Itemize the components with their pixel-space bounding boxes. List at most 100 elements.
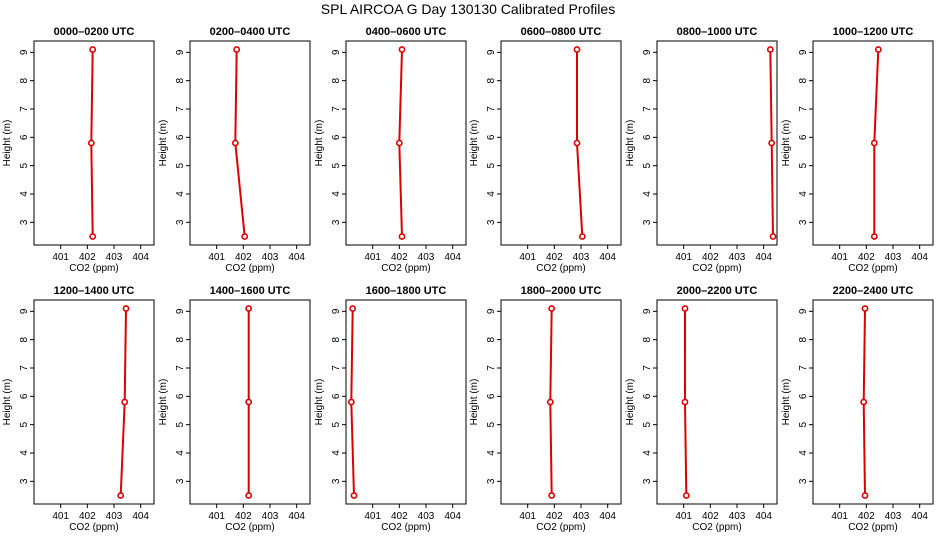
x-tick-label: 401 bbox=[52, 252, 69, 263]
profile-point bbox=[398, 46, 406, 53]
y-tick-label: 8 bbox=[798, 336, 809, 342]
x-axis-label: CO2 (ppm) bbox=[848, 263, 897, 274]
y-tick-label: 8 bbox=[642, 336, 653, 342]
x-tick-label: 404 bbox=[444, 252, 461, 263]
x-axis-label: CO2 (ppm) bbox=[381, 522, 430, 533]
y-tick-label: 5 bbox=[798, 162, 809, 168]
y-tick-label: 5 bbox=[486, 162, 497, 168]
profile-panel: 1400–1600 UTC 401 402 403 404 3 4 5 6 7 8 9 CO2 (ppm… bbox=[158, 285, 311, 533]
profile-point bbox=[245, 492, 253, 499]
profile-panel: 1800–2000 UTC 401 402 403 404 3 4 5 6 7 8 9 CO2 (ppm… bbox=[469, 285, 622, 533]
profile-point bbox=[861, 492, 869, 499]
y-tick-label: 4 bbox=[642, 450, 653, 456]
y-tick-label: 7 bbox=[642, 106, 653, 112]
y-tick-label: 6 bbox=[175, 134, 186, 140]
y-tick-label: 3 bbox=[798, 478, 809, 484]
y-tick-label: 9 bbox=[331, 49, 342, 55]
x-tick-label: 402 bbox=[702, 511, 719, 522]
profile-point bbox=[546, 398, 554, 406]
y-tick-label: 9 bbox=[486, 49, 497, 55]
x-axis-label: CO2 (ppm) bbox=[69, 522, 118, 533]
plot-frame bbox=[345, 299, 467, 505]
y-axis-label: Height (m) bbox=[781, 120, 792, 167]
y-tick-label: 3 bbox=[642, 219, 653, 225]
y-tick-label: 9 bbox=[642, 308, 653, 314]
x-tick-label: 402 bbox=[546, 511, 563, 522]
y-tick-label: 8 bbox=[331, 336, 342, 342]
y-tick-label: 6 bbox=[642, 134, 653, 140]
profile-point bbox=[347, 398, 355, 406]
profile-point bbox=[768, 139, 776, 147]
y-tick-label: 3 bbox=[798, 219, 809, 225]
y-tick-label: 5 bbox=[331, 421, 342, 427]
y-tick-label: 5 bbox=[175, 162, 186, 168]
profile-point bbox=[573, 139, 581, 147]
y-axis-label: Height (m) bbox=[781, 379, 792, 426]
plot-frame bbox=[345, 40, 467, 246]
x-tick-label: 401 bbox=[364, 252, 381, 263]
y-tick-label: 5 bbox=[19, 162, 30, 168]
profile-point bbox=[573, 46, 581, 53]
y-tick-label: 6 bbox=[331, 134, 342, 140]
y-tick-label: 7 bbox=[486, 365, 497, 371]
profile-point bbox=[231, 139, 239, 147]
y-tick-label: 8 bbox=[486, 336, 497, 342]
y-tick-label: 6 bbox=[19, 393, 30, 399]
profile-point bbox=[349, 305, 357, 312]
profile-point bbox=[578, 233, 586, 240]
plot-frame bbox=[812, 299, 934, 505]
profile-point bbox=[87, 139, 95, 147]
y-tick-label: 3 bbox=[331, 478, 342, 484]
y-tick-label: 4 bbox=[175, 450, 186, 456]
y-tick-label: 7 bbox=[331, 106, 342, 112]
y-tick-label: 5 bbox=[798, 421, 809, 427]
y-tick-label: 4 bbox=[486, 191, 497, 197]
x-tick-label: 404 bbox=[599, 252, 616, 263]
x-tick-label: 403 bbox=[262, 252, 279, 263]
x-tick-label: 403 bbox=[573, 511, 590, 522]
y-tick-label: 4 bbox=[798, 450, 809, 456]
profile-point bbox=[121, 398, 129, 406]
x-axis-label: CO2 (ppm) bbox=[225, 263, 274, 274]
profile-point bbox=[241, 233, 249, 240]
y-tick-label: 8 bbox=[19, 336, 30, 342]
profile-point bbox=[861, 305, 869, 312]
y-axis-label: Height (m) bbox=[625, 379, 636, 426]
y-tick-label: 8 bbox=[642, 77, 653, 83]
panel-title: 0600–0800 UTC bbox=[521, 26, 602, 38]
profile-point bbox=[870, 233, 878, 240]
plot-frame bbox=[33, 40, 155, 246]
profile-point bbox=[89, 46, 97, 53]
panel-title: 1000–1200 UTC bbox=[833, 26, 914, 38]
x-tick-label: 404 bbox=[755, 511, 772, 522]
x-tick-label: 403 bbox=[885, 511, 902, 522]
y-tick-label: 3 bbox=[486, 478, 497, 484]
x-tick-label: 401 bbox=[519, 252, 536, 263]
y-tick-label: 3 bbox=[486, 219, 497, 225]
panel-title: 0800–1000 UTC bbox=[677, 26, 758, 38]
y-tick-label: 4 bbox=[331, 450, 342, 456]
y-tick-label: 7 bbox=[175, 365, 186, 371]
profile-point bbox=[233, 46, 241, 53]
x-tick-label: 403 bbox=[106, 511, 123, 522]
profile-point bbox=[874, 46, 882, 53]
y-tick-label: 6 bbox=[19, 134, 30, 140]
figure-title: SPL AIRCOA G Day 130130 Calibrated Profi… bbox=[321, 1, 615, 17]
profile-point bbox=[117, 492, 125, 499]
x-tick-label: 403 bbox=[885, 252, 902, 263]
plot-frame bbox=[189, 40, 311, 246]
x-tick-label: 402 bbox=[79, 511, 96, 522]
x-tick-label: 403 bbox=[262, 511, 279, 522]
x-axis-label: CO2 (ppm) bbox=[225, 522, 274, 533]
y-tick-label: 3 bbox=[175, 478, 186, 484]
x-tick-label: 403 bbox=[418, 252, 435, 263]
profile-point bbox=[860, 398, 868, 406]
x-axis-label: CO2 (ppm) bbox=[536, 263, 585, 274]
y-tick-label: 6 bbox=[798, 393, 809, 399]
panel-title: 2000–2200 UTC bbox=[677, 285, 758, 297]
y-tick-label: 5 bbox=[19, 421, 30, 427]
y-axis-label: Height (m) bbox=[158, 379, 169, 426]
y-axis-label: Height (m) bbox=[158, 120, 169, 167]
plot-frame bbox=[500, 299, 622, 505]
